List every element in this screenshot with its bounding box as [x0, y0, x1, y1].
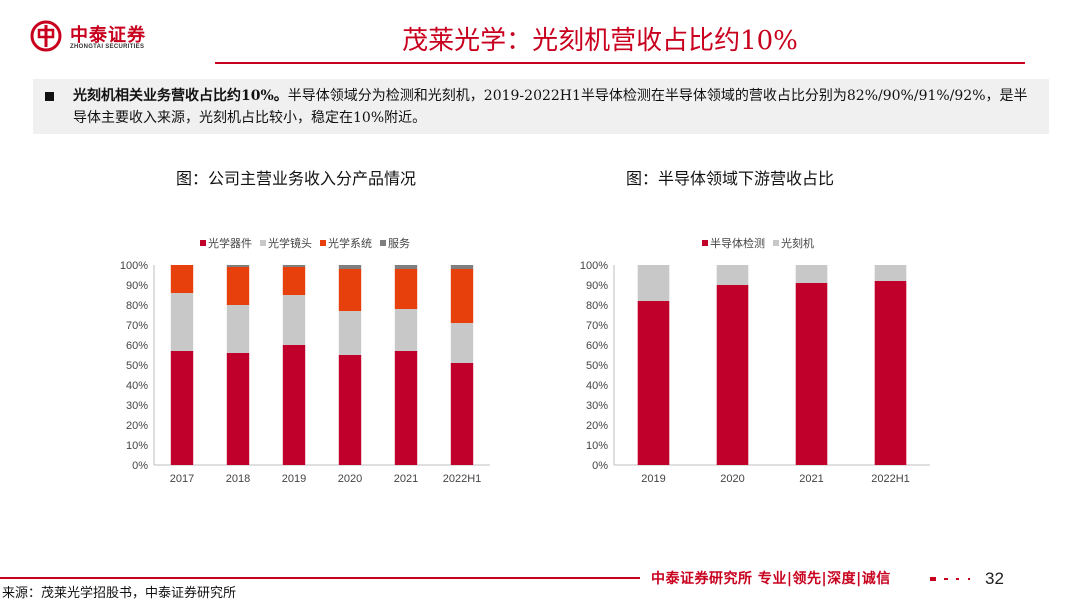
page-number: 32 — [985, 569, 1004, 588]
y-tick-label: 40% — [586, 380, 608, 392]
bar-segment — [282, 265, 306, 267]
semiconductor-revenue-chart: 0% 10% 20% 30% 40% 50% 60% 70% 80% 90% 100% 2019 202… — [580, 236, 930, 485]
legend-swatch — [702, 240, 708, 246]
y-tick-label: 70% — [126, 320, 148, 332]
bar-segment — [226, 305, 250, 353]
square-bullet-icon — [45, 92, 54, 101]
x-tick-label: 2019 — [282, 473, 306, 485]
y-tick-label: 30% — [586, 400, 608, 412]
footer-tagline: 中泰证券研究所 专业|领先|深度|诚信 — [651, 571, 891, 587]
y-tick-label: 60% — [586, 340, 608, 352]
legend-label: 光刻机 — [781, 236, 814, 250]
y-tick-label: 80% — [586, 300, 608, 312]
legend-swatch — [773, 240, 779, 246]
bar-segment — [637, 301, 670, 465]
bar-segment — [394, 265, 418, 269]
x-tick-label: 2022H1 — [871, 473, 910, 485]
x-tick-label: 2019 — [641, 473, 665, 485]
bar-segment — [282, 295, 306, 345]
legend-swatch — [260, 240, 266, 246]
y-tick-label: 70% — [586, 320, 608, 332]
bar-segment — [450, 269, 474, 323]
x-tick-label: 2021 — [799, 473, 823, 485]
y-tick-label: 0% — [592, 460, 608, 472]
x-tick-label: 2017 — [170, 473, 194, 485]
x-tick-label: 2022H1 — [443, 473, 482, 485]
y-tick-label: 90% — [586, 280, 608, 292]
source-note: 来源：茂莱光学招股书，中泰证券研究所 — [2, 586, 237, 601]
legend-label: 光学镜头 — [268, 236, 312, 250]
y-tick-label: 20% — [586, 420, 608, 432]
brand-logo-icon — [30, 20, 62, 52]
legend-label: 半导体检测 — [710, 236, 765, 250]
x-tick-label: 2020 — [720, 473, 744, 485]
product-revenue-chart: 0% 10% 20% 30% 40% 50% 60% 70% 80% 90% 100% 2017 201… — [120, 236, 490, 485]
bar-segment — [795, 283, 828, 465]
bar-segment — [716, 265, 749, 285]
bar-segment — [450, 363, 474, 465]
y-tick-label: 60% — [126, 340, 148, 352]
x-tick-label: 2018 — [226, 473, 250, 485]
brand-logo: 中泰证券 ZHONGTAI SECURITIES — [30, 18, 170, 58]
bar-segment — [226, 267, 250, 305]
bar-segment — [170, 265, 194, 293]
bar-segment — [338, 311, 362, 355]
bar-segment — [338, 269, 362, 311]
legend-label: 光学系统 — [328, 236, 372, 250]
brand-name-en: ZHONGTAI SECURITIES — [70, 44, 145, 50]
bar-segment — [226, 265, 250, 267]
y-tick-label: 0% — [132, 460, 148, 472]
y-tick-label: 10% — [126, 440, 148, 452]
title-divider — [215, 62, 1025, 64]
y-tick-label: 40% — [126, 380, 148, 392]
bar-segment — [338, 355, 362, 465]
page-title: 茂莱光学：光刻机营收占比约10% — [402, 26, 798, 56]
y-tick-label: 90% — [126, 280, 148, 292]
x-tick-label: 2021 — [394, 473, 418, 485]
bar-segment — [450, 323, 474, 363]
footer-dots-icon — [930, 577, 970, 581]
bar-segment — [450, 265, 474, 269]
summary-box: 光刻机相关业务营收占比约10%。半导体领域分为检测和光刻机，2019-2022H… — [33, 79, 1049, 134]
legend-swatch — [320, 240, 326, 246]
bar-segment — [282, 267, 306, 295]
brand-name-cn: 中泰证券 — [70, 25, 146, 46]
bar-segment — [394, 309, 418, 351]
bar-segment — [338, 265, 362, 269]
chart-title-semiconductor: 图：半导体领域下游营收占比 — [626, 169, 835, 188]
y-tick-label: 50% — [126, 360, 148, 372]
y-tick-label: 30% — [126, 400, 148, 412]
y-tick-label: 100% — [580, 260, 608, 272]
bar-segment — [874, 281, 907, 465]
footer-divider — [0, 577, 640, 579]
bar-segment — [170, 351, 194, 465]
bar-segment — [394, 351, 418, 465]
summary-text: 半导体领域分为检测和光刻机，2019-2022H1半导体检测在半导体领域的营收占… — [73, 88, 1028, 126]
x-tick-label: 2020 — [338, 473, 362, 485]
summary-lead: 光刻机相关业务营收占比约10%。 — [73, 88, 288, 104]
bar-segment — [170, 293, 194, 351]
y-tick-label: 80% — [126, 300, 148, 312]
bar-segment — [637, 265, 670, 301]
bar-segment — [874, 265, 907, 281]
y-tick-label: 50% — [586, 360, 608, 372]
bar-segment — [716, 285, 749, 465]
y-tick-label: 20% — [126, 420, 148, 432]
y-tick-label: 10% — [586, 440, 608, 452]
bar-segment — [394, 269, 418, 309]
legend-swatch — [380, 240, 386, 246]
legend-label: 服务 — [388, 237, 410, 250]
legend-swatch — [200, 240, 206, 246]
bar-segment — [795, 265, 828, 283]
y-tick-label: 100% — [120, 260, 148, 272]
bar-segment — [282, 345, 306, 465]
chart-title-products: 图：公司主营业务收入分产品情况 — [176, 169, 417, 188]
legend-label: 光学器件 — [208, 236, 252, 250]
bar-segment — [226, 353, 250, 465]
